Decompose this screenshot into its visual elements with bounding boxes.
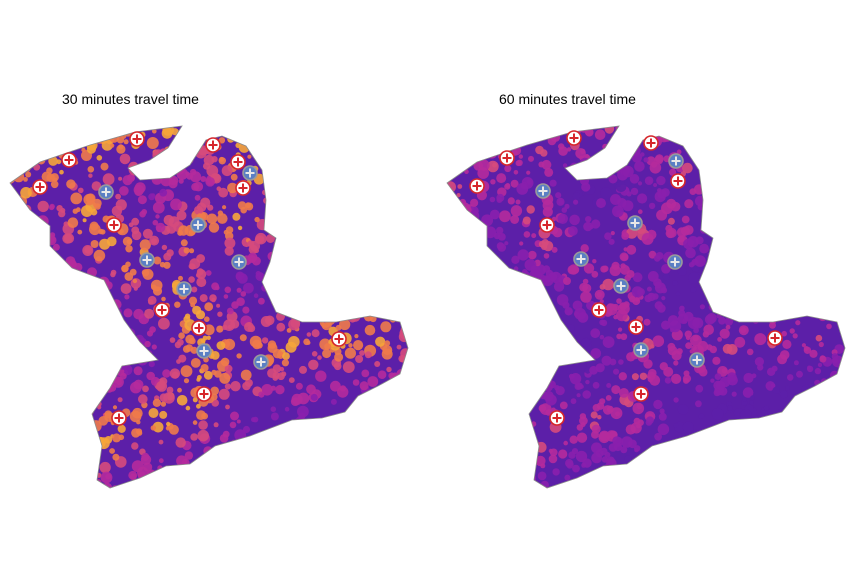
map-layer [9,125,409,489]
hospital-marker-red-icon [539,217,555,233]
hospital-marker-red-icon [106,217,122,233]
hospital-marker-blue-icon [139,252,155,268]
hospital-marker-red-icon [643,135,659,151]
hospital-marker-red-icon [191,320,207,336]
hospital-marker-blue-icon [190,217,206,233]
hospital-marker-red-icon [235,180,251,196]
map-layer [446,125,846,489]
travel-time-map [9,125,409,489]
hospital-marker-blue-icon [98,184,114,200]
hospital-marker-red-icon [591,302,607,318]
hospital-marker-red-icon [767,330,783,346]
region-boundary [9,125,409,489]
panel-title: 30 minutes travel time [62,91,199,107]
map-panel-60min: 60 minutes travel time [429,0,859,572]
map-panel-30min: 30 minutes travel time [9,91,409,489]
hospital-marker-blue-icon [242,165,258,181]
hospital-marker-red-icon [205,137,221,153]
hospital-marker-blue-icon [253,354,269,370]
hospital-marker-red-icon [196,386,212,402]
hospital-marker-blue-icon [196,343,212,359]
hospital-marker-blue-icon [231,254,247,270]
hospital-marker-red-icon [61,152,77,168]
hospital-marker-blue-icon [573,251,589,267]
hospital-marker-blue-icon [535,183,551,199]
hospital-marker-red-icon [566,130,582,146]
hospital-marker-red-icon [670,173,686,189]
hospital-marker-blue-icon [176,281,192,297]
hospital-marker-red-icon [633,386,649,402]
panel-title: 60 minutes travel time [499,91,636,107]
hospital-marker-blue-icon [668,153,684,169]
hospital-marker-red-icon [549,410,565,426]
hospital-marker-blue-icon [689,352,705,368]
hospital-marker-blue-icon [667,254,683,270]
hospital-marker-red-icon [499,150,515,166]
hospital-marker-red-icon [331,331,347,347]
hospital-marker-red-icon [230,154,246,170]
hospital-marker-blue-icon [613,278,629,294]
hospital-marker-red-icon [469,178,485,194]
travel-time-map [446,125,846,489]
hospital-marker-blue-icon [627,215,643,231]
hospital-marker-red-icon [628,319,644,335]
hospital-marker-red-icon [154,302,170,318]
hospital-marker-red-icon [111,410,127,426]
hospital-marker-blue-icon [633,342,649,358]
hospital-marker-red-icon [32,179,48,195]
hospital-marker-red-icon [129,131,145,147]
region-boundary [446,125,846,489]
